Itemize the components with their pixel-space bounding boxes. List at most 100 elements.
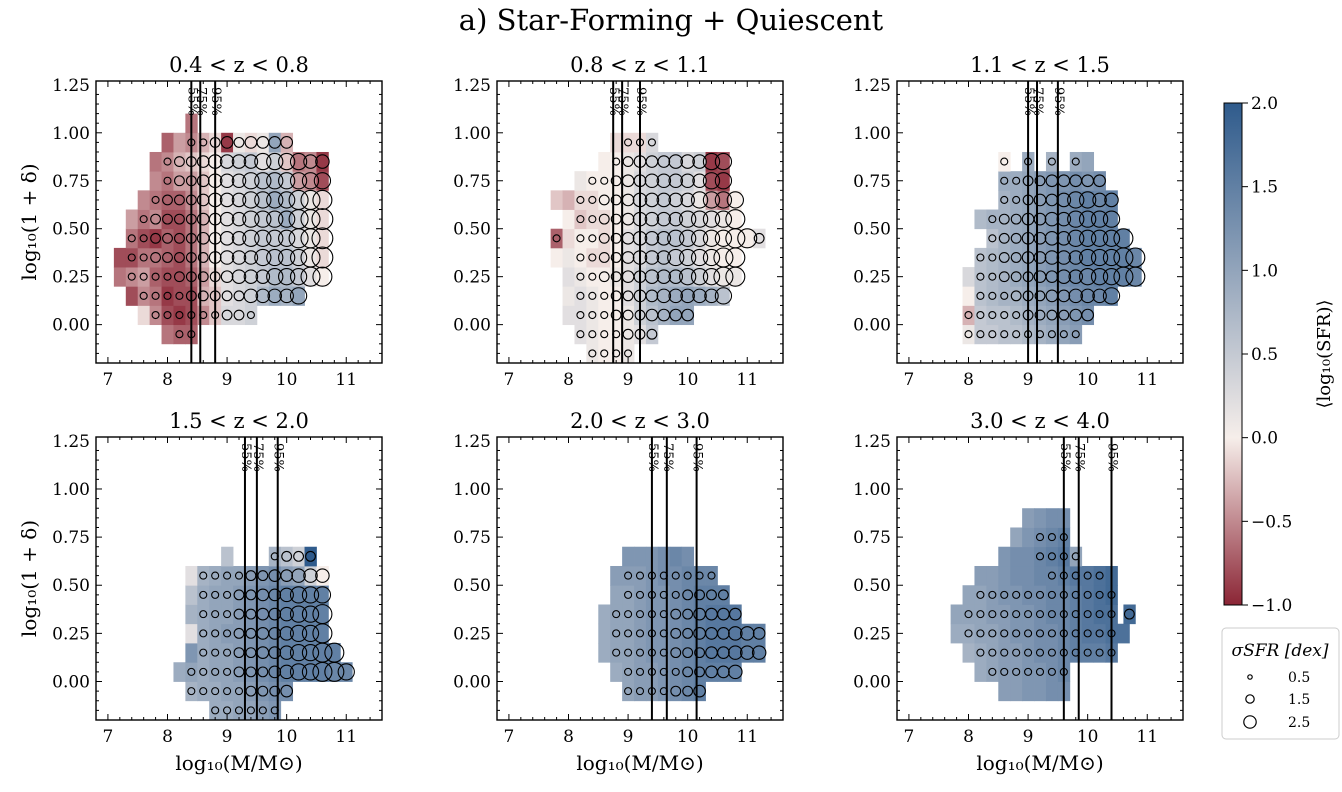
heatmap-cell <box>256 190 270 210</box>
sigma-marker <box>150 252 162 263</box>
sigma-marker <box>988 215 997 224</box>
heatmap-cell <box>974 247 987 268</box>
sigma-marker <box>231 211 247 227</box>
sigma-marker <box>231 154 247 169</box>
sigma-marker <box>647 138 656 147</box>
heatmap-cell <box>1010 585 1023 605</box>
heatmap-cell <box>657 565 671 586</box>
sigma-marker <box>988 590 997 599</box>
heatmap-cell <box>292 623 305 644</box>
heatmap-cell <box>574 209 587 230</box>
sigma-marker <box>964 330 973 339</box>
heatmap-cell <box>574 267 587 287</box>
sigma-marker <box>175 330 184 339</box>
sigma-marker <box>728 645 743 660</box>
sigma-marker <box>635 687 645 696</box>
sigma-marker <box>576 253 585 262</box>
heatmap-cell <box>137 190 151 210</box>
sigma-marker <box>998 252 1010 263</box>
sigma-marker <box>197 271 209 283</box>
heatmap-cell <box>645 209 659 230</box>
sigma-marker <box>683 571 692 580</box>
heatmap-cell <box>1045 642 1059 663</box>
sigma-marker <box>127 234 136 243</box>
heatmap-cell <box>292 662 305 682</box>
sigma-marker <box>644 173 660 189</box>
panel-5: 55% 75% 95% 7 8 9 10 11 0.00 0.25 0.50 0.75 1.00 1.25… <box>453 409 784 775</box>
heatmap-cell <box>634 546 647 567</box>
sigma-marker <box>127 272 136 281</box>
sigma-marker <box>714 229 733 247</box>
sigma-marker <box>1090 248 1109 267</box>
heatmap-cell <box>610 642 623 663</box>
sigma-marker <box>234 706 244 715</box>
sigma-marker <box>728 664 743 680</box>
sigma-marker <box>151 310 160 320</box>
heatmap-cell <box>1045 286 1059 306</box>
heatmap-cell <box>717 190 730 210</box>
heatmap-cell <box>669 662 683 682</box>
heatmap-cell <box>256 681 270 702</box>
sigma-marker <box>301 643 320 662</box>
heatmap-cell <box>574 305 587 326</box>
sigma-marker <box>211 687 220 696</box>
sigma-marker <box>751 645 767 660</box>
sigma-marker <box>1000 157 1009 166</box>
heatmap-cell <box>161 151 174 172</box>
sigma-marker <box>644 192 660 208</box>
sigma-marker <box>1083 590 1092 599</box>
heatmap-cell <box>681 151 695 172</box>
heatmap-cell <box>221 681 234 702</box>
sigma-marker <box>714 172 733 190</box>
heatmap-cell <box>137 286 151 306</box>
heatmap-cell <box>610 132 623 153</box>
sigma-marker <box>1125 247 1146 268</box>
heatmap-cell <box>693 190 706 210</box>
heatmap-cell <box>173 132 186 153</box>
heatmap-cell <box>610 585 623 605</box>
heatmap-cell <box>328 662 341 682</box>
heatmap-cell <box>622 247 635 268</box>
heatmap-cell <box>197 228 210 249</box>
heatmap-cell <box>1034 546 1047 567</box>
sigma-marker <box>682 608 694 620</box>
sigma-marker <box>139 215 148 224</box>
panel-2: 55%75% 95% 7 8 9 10 11 0.00 0.25 0.50 0.75 1.00 1.25… <box>453 53 784 390</box>
heatmap-cell <box>137 247 151 268</box>
sigma-marker <box>679 268 697 286</box>
sigma-marker <box>211 629 220 638</box>
sigma-marker <box>679 248 697 267</box>
sigma-marker <box>964 610 973 619</box>
sigma-marker <box>656 231 672 246</box>
heatmap-cell <box>197 151 210 172</box>
heatmap-cell <box>681 305 695 326</box>
heatmap-cell <box>221 228 234 249</box>
sigma-marker <box>219 173 235 189</box>
heatmap-cell <box>1057 190 1071 210</box>
sigma-marker <box>219 231 235 246</box>
sigma-marker <box>739 645 755 660</box>
sigma-marker <box>245 608 257 620</box>
sigma-marker <box>998 213 1010 225</box>
y-tick-label: 0.00 <box>453 316 491 336</box>
x-axis-label: log₁₀(M/M⊙) <box>976 751 1103 775</box>
panel-title: 1.5 < z < 2.0 <box>169 409 309 433</box>
heatmap-cell <box>1022 662 1035 682</box>
heatmap-cell <box>221 305 234 326</box>
heatmap-cell <box>645 132 659 153</box>
heatmap-cell <box>1010 642 1023 663</box>
heatmap-cell <box>622 662 635 682</box>
heatmap-cell <box>244 585 258 605</box>
sigma-marker <box>242 191 260 209</box>
heatmap-cell <box>550 228 563 249</box>
heatmap-cell <box>598 209 611 230</box>
heatmap-cell <box>1034 209 1047 230</box>
sigma-marker <box>211 571 220 580</box>
sigma-marker <box>717 627 730 640</box>
x-tick-label: 7 <box>904 370 915 390</box>
sigma-marker <box>245 627 257 639</box>
heatmap-cell <box>1010 623 1023 644</box>
sigma-marker <box>1092 288 1107 304</box>
sigma-marker <box>702 248 721 267</box>
heatmap-cell <box>233 305 246 326</box>
